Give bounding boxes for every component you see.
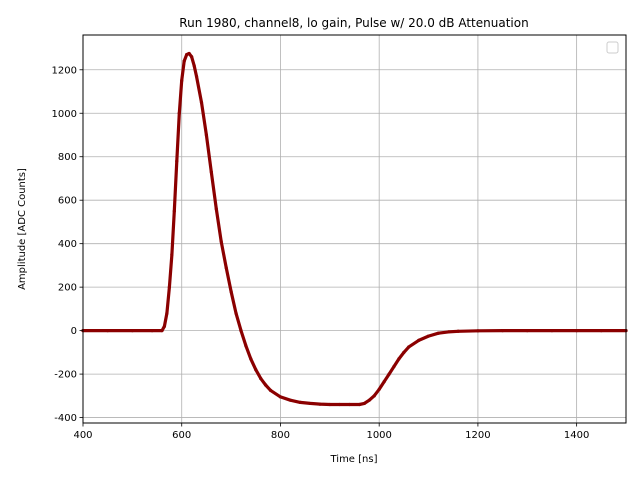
data-point [426, 334, 431, 338]
data-point [550, 329, 554, 333]
x-axis-label: Time [ns] [329, 454, 377, 465]
y-tick-label: -400 [54, 413, 77, 424]
data-point [204, 133, 209, 137]
data-point [150, 329, 154, 333]
y-tick-label: 1000 [52, 109, 77, 120]
data-point [244, 344, 248, 348]
data-point [347, 402, 352, 407]
data-point [392, 364, 396, 369]
data-point [298, 400, 302, 404]
data-point [417, 338, 421, 343]
x-tick-label: 1400 [564, 430, 589, 441]
y-tick-label: -200 [54, 370, 77, 381]
plot-area [83, 35, 626, 423]
data-point [575, 329, 579, 333]
data-point [160, 329, 164, 333]
ticks: 400 600 800 1000 1200 1400 -400 -200 0 200 400 600 8… [52, 65, 590, 441]
x-tick-label: 1200 [465, 430, 490, 441]
data-point [167, 285, 171, 289]
data-point [500, 329, 505, 333]
data-point [382, 380, 386, 384]
data-point [219, 239, 223, 244]
data-point [456, 329, 460, 333]
data-point [525, 329, 529, 333]
data-point [177, 111, 181, 115]
data-point [165, 311, 169, 315]
data-point [328, 402, 332, 407]
data-point [194, 74, 199, 78]
data-point [318, 402, 322, 406]
data-series [81, 51, 628, 407]
data-point [446, 330, 450, 334]
data-point [182, 59, 186, 63]
data-point [214, 207, 218, 211]
x-tick-label: 600 [172, 430, 191, 441]
data-point [402, 350, 406, 354]
data-point [180, 79, 184, 83]
data-point [387, 372, 391, 376]
data-point [367, 398, 371, 402]
data-point [172, 209, 176, 213]
data-point [476, 329, 480, 333]
data-point [599, 329, 603, 333]
data-point [259, 376, 263, 381]
data-point [357, 402, 362, 407]
data-point [362, 401, 366, 406]
plot-frame [82, 34, 627, 424]
grid [82, 35, 626, 423]
data-point [190, 55, 194, 59]
data-point [268, 388, 273, 392]
data-point [407, 345, 411, 349]
y-tick-label: 0 [71, 326, 77, 337]
y-tick-label: 400 [58, 239, 77, 250]
x-tick-label: 1000 [366, 430, 391, 441]
data-point [162, 324, 167, 328]
chart-title: Run 1980, channel8, lo gain, Pulse w/ 20… [179, 16, 528, 30]
x-tick-label: 800 [271, 430, 290, 441]
y-tick-label: 1200 [52, 65, 77, 76]
data-point [224, 265, 228, 270]
data-point [170, 252, 174, 257]
data-point [397, 357, 401, 361]
data-point [192, 63, 196, 68]
data-point [338, 402, 342, 407]
data-point [377, 387, 381, 391]
y-tick-label: 800 [58, 152, 77, 163]
data-point [199, 100, 204, 104]
data-point [278, 395, 283, 399]
data-point [254, 368, 258, 372]
y-tick-label: 600 [58, 196, 77, 207]
legend-box [606, 41, 619, 54]
data-point [187, 51, 191, 56]
data-point [175, 159, 179, 163]
data-point [106, 329, 110, 333]
data-point [209, 170, 213, 174]
data-point [308, 401, 312, 406]
data-point [185, 52, 189, 57]
x-tick-label: 400 [73, 430, 92, 441]
y-tick-label: 200 [58, 283, 77, 294]
data-point [372, 394, 376, 398]
y-axis-label: Amplitude [ADC Counts] [17, 168, 28, 290]
data-point [436, 331, 441, 335]
data-point [264, 383, 268, 387]
data-point [130, 329, 134, 333]
data-point [234, 311, 238, 315]
data-point [249, 357, 253, 361]
data-point [239, 329, 243, 333]
data-point [288, 398, 292, 402]
data-point [229, 289, 233, 294]
